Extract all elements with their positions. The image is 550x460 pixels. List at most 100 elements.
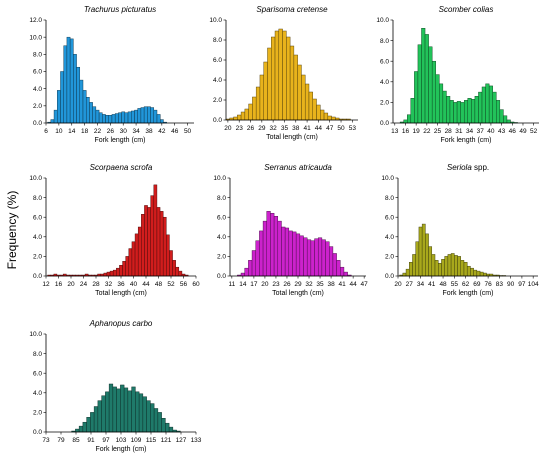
histogram-bar xyxy=(266,211,271,277)
histogram-bar xyxy=(412,254,416,277)
x-tick-label: 48 xyxy=(155,281,163,288)
histogram-bar xyxy=(112,386,117,433)
histogram-bar xyxy=(473,269,478,277)
y-tick-label: 8.0 xyxy=(217,195,226,202)
histogram-bar xyxy=(172,260,176,277)
panel-title: Seriola spp. xyxy=(447,163,489,172)
histogram-bar xyxy=(407,114,412,124)
histogram-bar xyxy=(449,100,454,124)
global-y-axis-label: Frequency (%) xyxy=(5,191,19,270)
histogram-bar xyxy=(286,36,291,121)
x-tick-label: 97 xyxy=(518,281,526,288)
histogram-bar xyxy=(162,216,167,277)
histogram-bar xyxy=(336,260,341,277)
histogram-bar xyxy=(460,102,465,124)
histogram-bar xyxy=(310,240,315,277)
histogram-bar xyxy=(109,270,114,277)
y-tick-label: 4.0 xyxy=(213,77,222,84)
y-tick-label: 6.0 xyxy=(33,370,42,377)
x-tick-label: 23 xyxy=(236,125,244,132)
x-tick-label: 41 xyxy=(428,281,436,288)
histogram-bar xyxy=(105,391,110,433)
x-tick-label: 16 xyxy=(402,128,410,135)
histogram-bar xyxy=(323,112,329,121)
y-tick-label: 4.0 xyxy=(380,79,389,86)
x-tick-label: 38 xyxy=(292,125,300,132)
histogram-bar xyxy=(262,220,267,277)
histogram-bar xyxy=(73,54,77,124)
histogram-bar xyxy=(450,253,455,277)
histogram-bar xyxy=(428,246,433,277)
histogram-bar xyxy=(89,102,93,124)
histogram-bar xyxy=(101,395,106,433)
histogram-bar xyxy=(150,107,155,124)
histogram-bar xyxy=(439,83,444,124)
histogram-bar xyxy=(288,230,293,277)
x-tick-label: 127 xyxy=(176,437,187,444)
histogram-bar xyxy=(466,265,471,277)
histogram-bar xyxy=(316,104,321,121)
histogram-bar xyxy=(506,119,511,124)
histogram-bar xyxy=(301,74,306,121)
x-tick-label: 30 xyxy=(120,128,128,135)
histogram-bar xyxy=(60,71,64,124)
histogram-bar xyxy=(108,383,114,433)
x-tick-label: 60 xyxy=(192,281,200,288)
x-tick-label: 83 xyxy=(496,281,504,288)
histogram-bar xyxy=(124,112,129,124)
panel-title: Sparisoma cretense xyxy=(256,5,328,14)
histogram-bar xyxy=(293,54,298,121)
histogram-bar xyxy=(125,256,130,277)
y-tick-label: 2.0 xyxy=(213,97,222,104)
histogram-bar xyxy=(123,387,129,433)
histogram-bar xyxy=(140,107,145,124)
histogram-bar xyxy=(457,256,461,277)
histogram-bar xyxy=(255,240,260,277)
x-tick-label: 34 xyxy=(417,281,425,288)
histogram-bar xyxy=(314,238,319,277)
x-tick-label: 32 xyxy=(105,281,113,288)
histogram-bar xyxy=(267,47,272,121)
histogram-bar xyxy=(476,270,481,277)
y-tick-label: 2.0 xyxy=(380,100,389,107)
histogram-bar xyxy=(121,111,126,124)
histogram-bar xyxy=(402,272,407,277)
histogram-bar xyxy=(483,272,487,277)
x-tick-label: 35 xyxy=(316,281,324,288)
histogram-bar xyxy=(153,408,159,433)
histogram-bar xyxy=(478,91,483,124)
panel-title: Scorpaena scrofa xyxy=(90,163,153,172)
histogram-panel: Sparisoma cretense 0.0 2.0 4.0 6.0 8.0 10.0 20 2… xyxy=(209,5,358,141)
histogram-bar xyxy=(414,71,419,124)
histogram-bar xyxy=(479,271,484,277)
histogram-bar xyxy=(474,95,479,124)
histogram-bar xyxy=(118,112,122,124)
y-tick-label: 10.0 xyxy=(29,175,42,182)
histogram-bar xyxy=(116,267,120,277)
y-tick-label: 2.0 xyxy=(217,254,226,261)
histogram-bar xyxy=(137,108,142,124)
histogram-bar xyxy=(496,100,501,124)
y-tick-label: 2.0 xyxy=(33,410,42,417)
histogram-bar xyxy=(417,44,422,124)
x-tick-label: 10 xyxy=(55,128,63,135)
histogram-bar xyxy=(120,384,125,433)
histogram-bar xyxy=(90,412,95,433)
x-tick-label: 6 xyxy=(44,128,48,135)
y-tick-label: 12.0 xyxy=(29,17,42,24)
histogram-bar xyxy=(146,400,151,433)
x-tick-label: 69 xyxy=(473,281,481,288)
histogram-bar xyxy=(127,390,132,433)
y-tick-label: 6.0 xyxy=(33,69,42,76)
x-tick-label: 28 xyxy=(92,281,100,288)
x-tick-label: 46 xyxy=(171,128,179,135)
histogram-bar xyxy=(82,90,87,124)
histogram-bar xyxy=(446,95,451,124)
histogram-bar xyxy=(165,422,170,433)
histogram-bar xyxy=(418,226,423,277)
histogram-bar xyxy=(53,109,58,124)
histogram-bar xyxy=(460,260,465,277)
x-tick-label: 14 xyxy=(68,128,76,135)
histogram-bar xyxy=(492,91,497,124)
